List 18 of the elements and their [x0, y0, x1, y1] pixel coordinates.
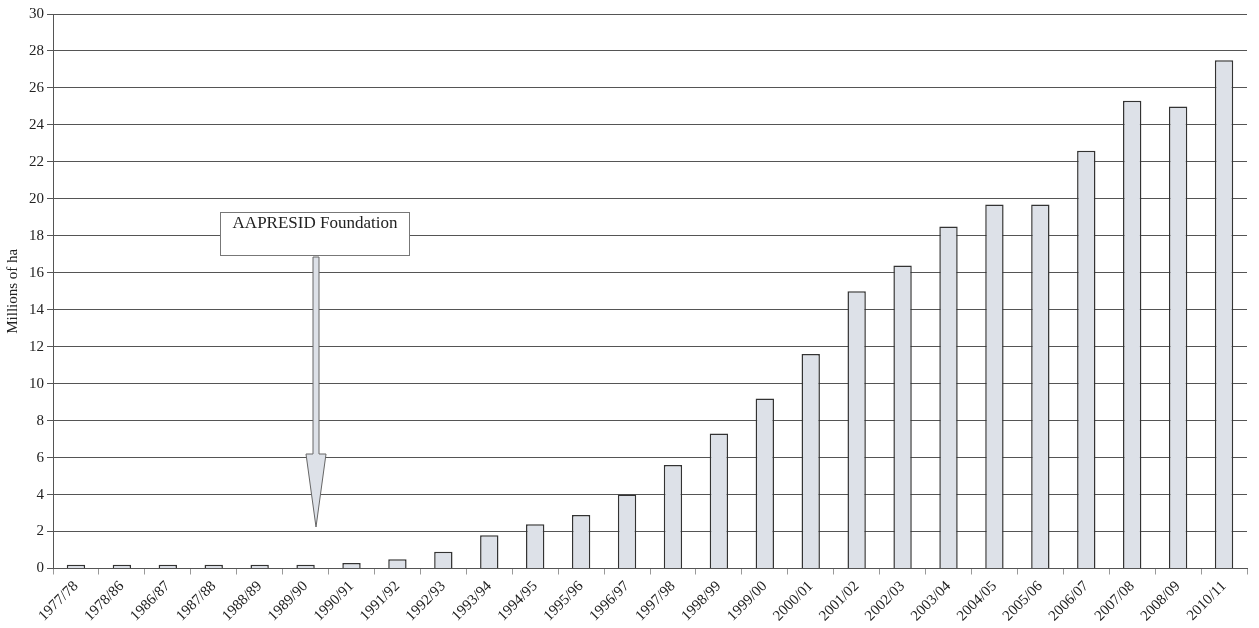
y-tick-label: 2 — [36, 522, 44, 539]
annotation: AAPRESID Foundation — [220, 212, 410, 256]
y-tick-label: 4 — [36, 485, 45, 502]
y-tick-label: 14 — [29, 300, 45, 317]
y-tick-label: 0 — [36, 559, 44, 576]
y-tick-label: 28 — [29, 41, 44, 58]
y-tick-label: 10 — [29, 374, 44, 391]
y-tick-label: 12 — [29, 337, 44, 354]
y-tick-label: 24 — [29, 115, 45, 132]
y-tick-label: 18 — [29, 226, 44, 243]
y-tick-label: 20 — [29, 189, 44, 206]
y-tick-label: 6 — [36, 448, 45, 465]
y-tick-label: 30 — [29, 4, 44, 21]
y-tick-label: 26 — [29, 78, 45, 95]
y-tick-label: 22 — [29, 152, 44, 169]
y-tick-label: 8 — [36, 411, 44, 428]
y-tick-label: 16 — [29, 263, 45, 280]
y-axis-title: Millions of ha — [3, 248, 20, 334]
